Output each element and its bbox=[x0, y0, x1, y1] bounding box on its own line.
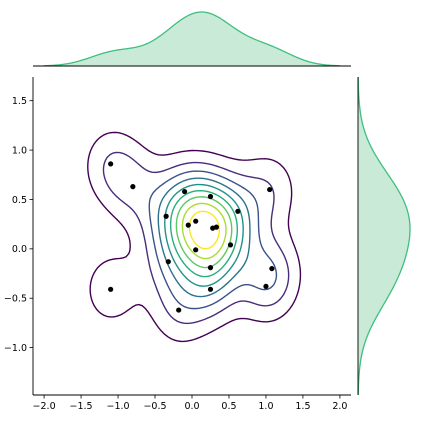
scatter-point-11 bbox=[213, 224, 219, 230]
y-tick-label: 0.5 bbox=[12, 195, 27, 206]
kde-contour-level-9 bbox=[188, 210, 221, 250]
kde-contour-level-7 bbox=[175, 196, 233, 269]
scatter-point-9 bbox=[193, 218, 199, 224]
right-marginal-kde bbox=[357, 76, 411, 396]
y-tick-label: 0.0 bbox=[12, 244, 27, 255]
kde-contour-level-4 bbox=[157, 177, 251, 298]
scatter-point-6 bbox=[235, 208, 241, 214]
scatter-point-12 bbox=[227, 242, 234, 248]
scatter-point-4 bbox=[207, 193, 214, 200]
top-marginal-fill bbox=[44, 12, 340, 66]
kde-contour-level-6 bbox=[169, 189, 238, 278]
scatter-point-5 bbox=[267, 186, 273, 193]
scatter-point-2 bbox=[130, 184, 136, 190]
kde-contour-level-8 bbox=[181, 202, 227, 260]
x-tick-label: 0.0 bbox=[184, 401, 199, 412]
y-tick-label: −1.0 bbox=[4, 343, 27, 354]
scatter-point-14 bbox=[165, 259, 171, 265]
y-axis-ticks: −1.0 −0.5 0.0 0.5 1.0 1.5 bbox=[4, 96, 33, 354]
x-tick-label: −1.5 bbox=[70, 401, 93, 412]
scatter-point-17 bbox=[108, 286, 114, 292]
kde-contour-level-1 bbox=[87, 131, 302, 343]
x-tick-label: 2.0 bbox=[332, 401, 347, 412]
top-marginal-kde bbox=[33, 11, 351, 67]
x-tick-label: 1.0 bbox=[258, 401, 273, 412]
scatter-point-8 bbox=[185, 222, 191, 228]
scatter-point-3 bbox=[182, 188, 188, 195]
kde-contours bbox=[87, 131, 302, 343]
scatter-point-7 bbox=[163, 213, 169, 219]
x-tick-label: −0.5 bbox=[143, 401, 166, 412]
top-marginal-line bbox=[44, 11, 340, 67]
x-axis-ticks: −2.0 −1.5 −1.0 −0.5 0.0 0.5 1.0 1.5 2.0 bbox=[33, 395, 347, 412]
y-tick-label: 1.5 bbox=[12, 96, 27, 107]
right-marginal-fill bbox=[358, 77, 410, 395]
x-tick-label: −2.0 bbox=[33, 401, 56, 412]
right-marginal-line bbox=[357, 76, 411, 396]
y-tick-label: −0.5 bbox=[4, 294, 27, 305]
scatter-point-18 bbox=[207, 286, 214, 292]
scatter-point-15 bbox=[207, 265, 214, 271]
kde-contour-level-5 bbox=[164, 183, 244, 287]
scatter-point-20 bbox=[176, 307, 182, 313]
kde-contour-level-3 bbox=[148, 170, 278, 310]
x-tick-label: 1.5 bbox=[295, 401, 310, 412]
scatter-points bbox=[108, 161, 275, 313]
joint-kde-axes: −2.0 −1.5 −1.0 −0.5 0.0 0.5 1.0 1.5 2.0 −1.0 −0.5… bbox=[4, 77, 351, 412]
y-tick-label: 1.0 bbox=[12, 145, 27, 156]
x-tick-label: −1.0 bbox=[107, 401, 130, 412]
scatter-point-19 bbox=[263, 283, 269, 289]
x-tick-label: 0.5 bbox=[221, 401, 236, 412]
scatter-point-1 bbox=[108, 161, 114, 167]
scatter-point-16 bbox=[269, 265, 275, 272]
kde-contour-level-2 bbox=[102, 151, 290, 325]
scatter-point-13 bbox=[193, 247, 199, 253]
